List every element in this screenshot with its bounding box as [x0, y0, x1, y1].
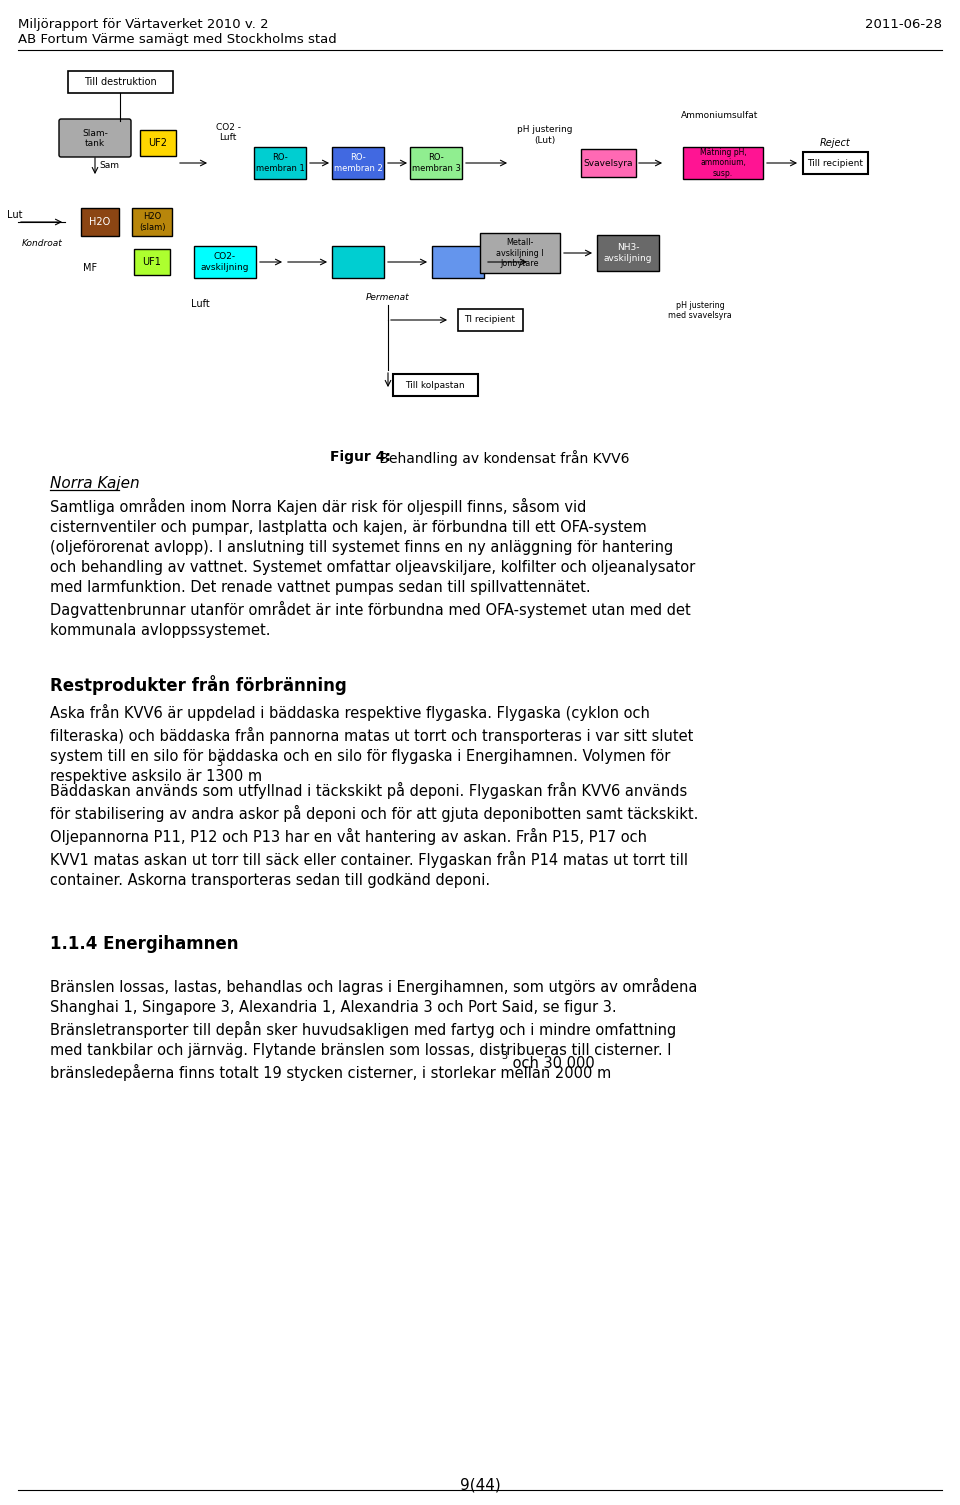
Text: Sam: Sam	[99, 161, 119, 170]
Bar	[432, 245, 484, 278]
Bar	[194, 245, 256, 278]
Text: Samtliga områden inom Norra Kajen där risk för oljespill finns, såsom vid
cister: Samtliga områden inom Norra Kajen där ri…	[50, 498, 695, 638]
Bar	[393, 375, 477, 396]
Text: Permenat: Permenat	[366, 293, 410, 303]
Text: Bränslen lossas, lastas, behandlas och lagras i Energihamnen, som utgörs av områ: Bränslen lossas, lastas, behandlas och l…	[50, 978, 697, 1081]
Text: H2O
(slam): H2O (slam)	[139, 212, 165, 232]
Bar	[132, 208, 172, 236]
Text: 3: 3	[501, 1052, 507, 1061]
Text: pH justering: pH justering	[676, 301, 725, 310]
Text: Bäddaskan används som utfyllnad i täckskikt på deponi. Flygaskan från KVV6 använ: Bäddaskan används som utfyllnad i täcksk…	[50, 783, 698, 888]
Text: NH3-
avskiljning: NH3- avskiljning	[604, 244, 652, 263]
Bar	[458, 309, 522, 331]
Text: Luft: Luft	[219, 134, 237, 143]
Text: 1.1.4 Energihamnen: 1.1.4 Energihamnen	[50, 935, 238, 953]
Text: Lut: Lut	[8, 211, 23, 220]
Text: och 30 000: och 30 000	[508, 1057, 594, 1072]
Text: Metall-
avskiljning I
Jonbytare: Metall- avskiljning I Jonbytare	[496, 238, 543, 268]
Bar	[581, 149, 636, 178]
Text: CO2 -: CO2 -	[215, 123, 241, 132]
Bar	[254, 147, 306, 179]
Text: Restprodukter från förbränning: Restprodukter från förbränning	[50, 676, 347, 695]
Text: tank: tank	[84, 140, 105, 149]
Bar	[134, 248, 170, 275]
Bar	[683, 147, 763, 179]
Text: 9(44): 9(44)	[460, 1478, 500, 1493]
Text: Mätning pH,
ammonium,
susp.: Mätning pH, ammonium, susp.	[700, 147, 746, 178]
Text: .: .	[223, 763, 228, 778]
Text: Reject: Reject	[820, 138, 851, 147]
Bar	[332, 245, 384, 278]
Text: RO-
membran 2: RO- membran 2	[334, 154, 382, 173]
Text: Luft: Luft	[191, 299, 209, 309]
Text: Norra Kajen: Norra Kajen	[50, 476, 139, 491]
Text: UF2: UF2	[149, 138, 167, 147]
Text: RO-
membran 3: RO- membran 3	[412, 154, 461, 173]
Text: pH justering: pH justering	[517, 125, 573, 134]
Text: AB Fortum Värme samägt med Stockholms stad: AB Fortum Värme samägt med Stockholms st…	[18, 33, 337, 47]
Text: Aska från KVV6 är uppdelad i bäddaska respektive flygaska. Flygaska (cyklon och
: Aska från KVV6 är uppdelad i bäddaska re…	[50, 704, 693, 784]
Text: CO2-
avskiljning: CO2- avskiljning	[201, 253, 250, 272]
Text: Figur 4:: Figur 4:	[330, 450, 391, 464]
Text: 3: 3	[216, 759, 222, 768]
Bar	[81, 208, 119, 236]
Bar	[597, 235, 659, 271]
Text: med svavelsyra: med svavelsyra	[668, 310, 732, 319]
Text: Svavelsyra: Svavelsyra	[584, 158, 633, 167]
Bar	[140, 129, 176, 157]
Text: MF: MF	[83, 263, 97, 272]
Text: H2O: H2O	[89, 217, 110, 227]
FancyBboxPatch shape	[59, 119, 131, 157]
Bar	[332, 147, 384, 179]
Text: Till destruktion: Till destruktion	[84, 77, 156, 87]
Bar	[803, 152, 868, 175]
Text: Behandling av kondensat från KVV6: Behandling av kondensat från KVV6	[375, 450, 630, 467]
Text: UF1: UF1	[143, 257, 161, 266]
Text: Kondroat: Kondroat	[22, 238, 62, 247]
Text: Ammoniumsulfat: Ammoniumsulfat	[682, 110, 758, 119]
Text: 2011-06-28: 2011-06-28	[865, 18, 942, 32]
Text: RO-
membran 1: RO- membran 1	[255, 154, 304, 173]
Bar	[410, 147, 462, 179]
Bar	[480, 233, 560, 272]
Text: Tl recipient: Tl recipient	[465, 316, 516, 325]
Bar	[67, 71, 173, 93]
Text: Miljörapport för Värtaverket 2010 v. 2: Miljörapport för Värtaverket 2010 v. 2	[18, 18, 269, 32]
Text: Till kolpastan: Till kolpastan	[405, 381, 465, 390]
Text: (Lut): (Lut)	[535, 135, 556, 144]
Text: Slam-: Slam-	[82, 128, 108, 137]
Text: Till recipient: Till recipient	[807, 158, 863, 167]
